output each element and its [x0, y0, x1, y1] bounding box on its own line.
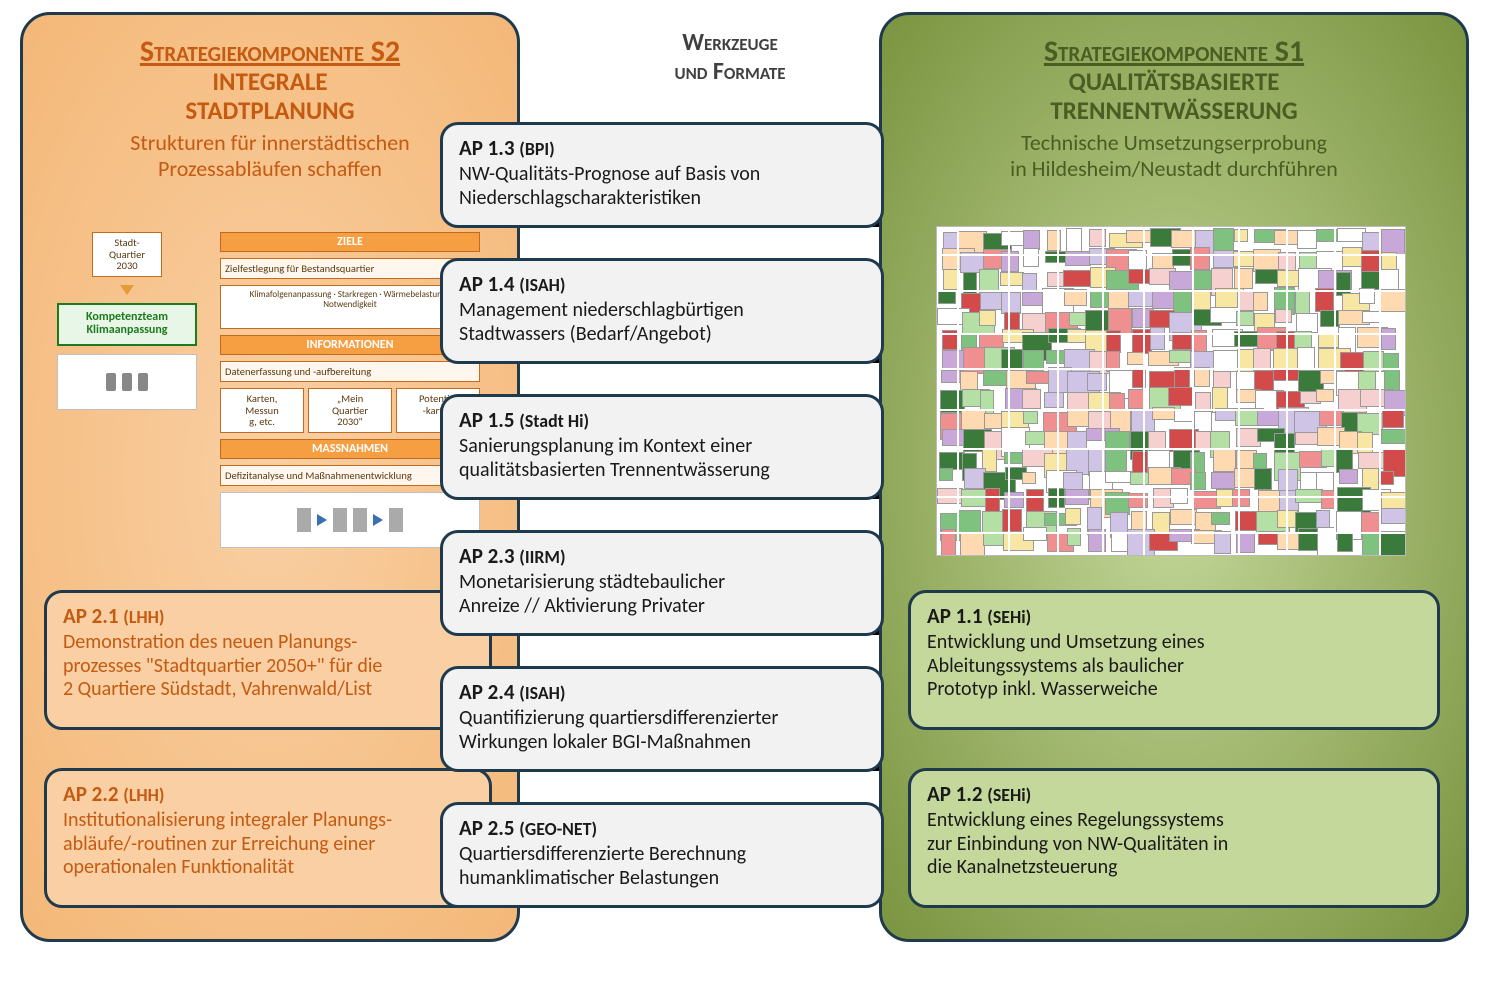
ap-2-3-id: AP 2.3	[459, 543, 515, 569]
ap-box-1-1: AP 1.1 (SEHi) Entwicklung und Umsetzung …	[908, 590, 1440, 730]
center-heading-2: und Formate	[674, 57, 785, 86]
s2-subtitle-1a: integrale	[212, 66, 327, 97]
ap-2-4-body: Quantifizierung quartiersdifferenzierter…	[459, 707, 865, 754]
s2-title: Strategiekomponente S2	[47, 35, 493, 68]
ap-2-3-body: Monetarisierung städtebaulicherAnreize /…	[459, 571, 865, 618]
ap-box-1-5: AP 1.5 (Stadt Hi) Sanierungsplanung im K…	[440, 394, 884, 500]
ap-2-5-id: AP 2.5	[459, 815, 515, 841]
ap-box-2-4: AP 2.4 (ISAH) Quantifizierung quartiersd…	[440, 666, 884, 772]
inner-stadtquartier-box: Stadt-Quartier2030	[92, 232, 162, 277]
s1-subtitle-1a: qualitätsbasierte	[1069, 66, 1280, 97]
center-heading: Werkzeuge und Formate	[560, 28, 900, 86]
ap-1-1-id: AP 1.1	[927, 603, 983, 629]
ap-2-2-body: Institutionalisierung integraler Planung…	[63, 809, 473, 880]
ap-2-5-body: Quartiersdifferenzierte Berechnunghumank…	[459, 843, 865, 890]
ap-box-1-2: AP 1.2 (SEHi) Entwicklung eines Regelung…	[908, 768, 1440, 908]
ap-2-3-org: (IIRM)	[519, 546, 565, 568]
ap-1-2-body: Entwicklung eines Regelungssystemszur Ei…	[927, 809, 1421, 880]
ap-1-5-org: (Stadt Hi)	[519, 410, 589, 432]
ap-2-5-org: (GEO-NET)	[519, 818, 597, 840]
ap-1-4-id: AP 1.4	[459, 271, 515, 297]
center-heading-1: Werkzeuge	[682, 28, 778, 57]
inner-info-box1: Karten,Messung, etc.	[220, 388, 304, 433]
ap-1-3-id: AP 1.3	[459, 135, 515, 161]
inner-sketch-people	[57, 354, 197, 410]
s1-subtitle-2b: in Hildesheim/Neustadt durchführen	[1010, 155, 1338, 182]
ap-box-2-2: AP 2.2 (LHH) Institutionalisierung integ…	[44, 768, 492, 908]
inner-kompetenzteam-box: KompetenzteamKlimaanpassung	[57, 303, 197, 347]
ap-2-4-id: AP 2.4	[459, 679, 515, 705]
s1-map-illustration	[936, 226, 1406, 556]
ap-box-1-4: AP 1.4 (ISAH) Management niederschlagbür…	[440, 258, 884, 364]
ap-1-2-org: (SEHi)	[987, 784, 1031, 806]
inner-info-box2: „MeinQuartier2030"	[308, 388, 392, 433]
ap-2-1-body: Demonstration des neuen Planungs-prozess…	[63, 631, 473, 702]
s2-subtitle-2b: Prozessabläufen schaffen	[158, 155, 382, 182]
s2-subtitle-2a: Strukturen für innerstädtischen	[130, 129, 410, 156]
ap-box-1-3: AP 1.3 (BPI) NW-Qualitäts-Prognose auf B…	[440, 122, 884, 228]
ap-2-1-org: (LHH)	[123, 606, 164, 628]
ap-1-3-org: (BPI)	[519, 138, 554, 160]
ap-2-1-id: AP 2.1	[63, 603, 119, 629]
inner-ziele-label: ZIELE	[220, 232, 480, 252]
ap-1-5-body: Sanierungsplanung im Kontext einerqualit…	[459, 435, 865, 482]
ap-2-2-id: AP 2.2	[63, 781, 119, 807]
s1-subtitle-1b: Trennentwässerung	[1050, 95, 1297, 126]
ap-1-1-body: Entwicklung und Umsetzung einesAbleitung…	[927, 631, 1421, 702]
ap-box-2-5: AP 2.5 (GEO-NET) Quartiersdifferenzierte…	[440, 802, 884, 908]
s1-subtitle-1: qualitätsbasierte Trennentwässerung	[906, 68, 1442, 126]
s1-subtitle-2a: Technische Umsetzungserprobung	[1021, 129, 1327, 156]
s2-subtitle-2: Strukturen für innerstädtischen Prozessa…	[47, 130, 493, 183]
inner-info-caption: Datenerfassung und -aufbereitung	[220, 361, 480, 382]
ap-1-2-id: AP 1.2	[927, 781, 983, 807]
s2-subtitle-1: integrale Stadtplanung	[47, 68, 493, 126]
s1-subtitle-2: Technische Umsetzungserprobung in Hildes…	[906, 130, 1442, 183]
ap-2-2-org: (LHH)	[123, 784, 164, 806]
ap-1-4-body: Management niederschlagbürtigenStadtwass…	[459, 299, 865, 346]
s2-inner-diagram: Stadt-Quartier2030 KompetenzteamKlimaanp…	[52, 232, 482, 548]
ap-box-2-1: AP 2.1 (LHH) Demonstration des neuen Pla…	[44, 590, 492, 730]
ap-1-3-body: NW-Qualitäts-Prognose auf Basis vonNiede…	[459, 163, 865, 210]
inner-arrow-down-icon	[120, 285, 134, 295]
ap-2-4-org: (ISAH)	[519, 682, 565, 704]
ap-box-2-3: AP 2.3 (IIRM) Monetarisierung städtebaul…	[440, 530, 884, 636]
ap-1-4-org: (ISAH)	[519, 274, 565, 296]
s1-title: Strategiekomponente S1	[906, 35, 1442, 68]
ap-1-5-id: AP 1.5	[459, 407, 515, 433]
diagram-canvas: Strategiekomponente S2 integrale Stadtpl…	[0, 0, 1490, 981]
ap-1-1-org: (SEHi)	[987, 606, 1031, 628]
s2-subtitle-1b: Stadtplanung	[185, 95, 354, 126]
